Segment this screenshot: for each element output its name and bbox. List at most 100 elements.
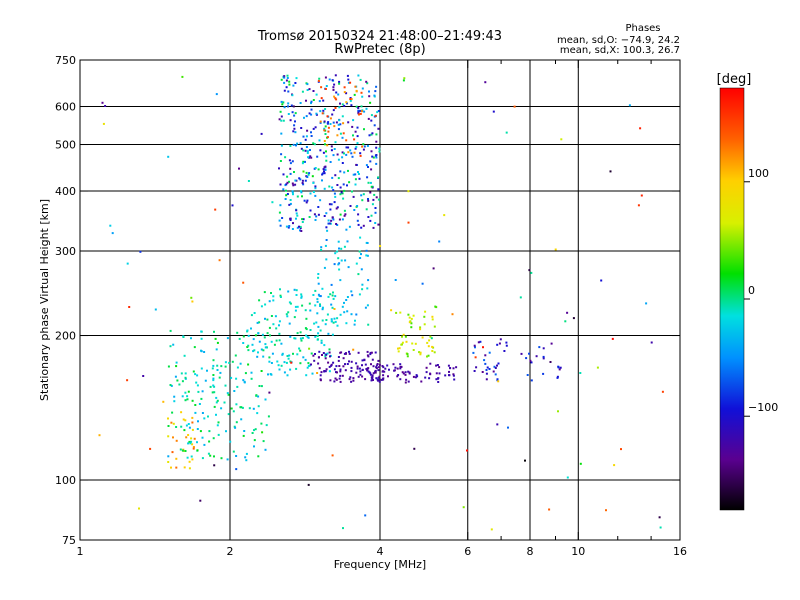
scatter-point	[338, 80, 341, 83]
scatter-point	[343, 86, 346, 89]
scatter-point	[328, 203, 331, 206]
scatter-point	[293, 337, 296, 340]
scatter-point	[305, 115, 308, 118]
scatter-point	[317, 213, 320, 216]
scatter-point	[639, 127, 642, 130]
phase-colorbar: [deg] 100 0 −100	[717, 72, 778, 511]
scatter-point	[345, 352, 347, 355]
scatter-point	[347, 81, 350, 84]
scatter-point	[216, 341, 219, 344]
scatter-point	[294, 82, 297, 84]
scatter-point	[401, 371, 404, 374]
scatter-point	[572, 317, 575, 320]
scatter-point	[199, 499, 202, 502]
scatter-point	[309, 192, 312, 195]
scatter-point	[497, 362, 500, 365]
scatter-point	[286, 181, 289, 184]
scatter-point	[319, 329, 322, 332]
scatter-point	[317, 325, 320, 328]
scatter-point	[438, 240, 441, 243]
scatter-point	[520, 352, 523, 355]
scatter-point	[309, 149, 311, 151]
scatter-point	[361, 288, 364, 291]
scatter-point	[366, 254, 369, 257]
scatter-point	[207, 415, 209, 418]
scatter-point	[178, 383, 181, 386]
scatter-point	[191, 443, 194, 446]
scatter-point	[306, 152, 309, 154]
scatter-point	[378, 150, 381, 153]
scatter-point	[212, 437, 215, 440]
scatter-point	[351, 190, 353, 193]
scatter-point	[356, 219, 359, 222]
scatter-point	[387, 375, 389, 378]
scatter-point	[453, 378, 456, 381]
scatter-point	[306, 89, 309, 91]
scatter-point	[310, 113, 313, 116]
scatter-point	[314, 335, 317, 338]
scatter-point	[377, 379, 380, 382]
scatter-point	[343, 171, 346, 174]
scatter-point	[344, 213, 347, 216]
scatter-point	[344, 369, 347, 372]
scatter-point	[295, 294, 298, 296]
scatter-point	[359, 257, 362, 259]
scatter-point	[242, 342, 245, 344]
scatter-point	[320, 341, 323, 344]
scatter-point	[341, 136, 344, 139]
scatter-point	[196, 374, 199, 377]
scatter-point	[407, 190, 410, 193]
scatter-point	[360, 268, 363, 271]
scatter-point	[226, 392, 229, 395]
scatter-point	[229, 440, 232, 443]
scatter-point	[526, 374, 529, 376]
axis-ticks: 1 2 4 6 8 10 16 75 100 200 300 400 500 600 750	[55, 54, 687, 558]
scatter-point	[194, 373, 197, 376]
scatter-point	[292, 130, 295, 133]
scatter-point	[312, 142, 315, 145]
scatter-point	[366, 242, 369, 244]
scatter-point	[296, 332, 299, 335]
scatter-point	[321, 287, 324, 290]
scatter-point	[326, 352, 329, 355]
scatter-point	[538, 346, 541, 349]
scatter-point	[378, 366, 380, 369]
scatter-point	[284, 198, 287, 200]
scatter-point	[435, 306, 438, 309]
chart-title-line1: Tromsø 20150324 21:48:00–21:49:43	[257, 29, 502, 44]
scatter-point	[396, 375, 399, 378]
scatter-point	[357, 351, 360, 354]
scatter-point	[341, 218, 344, 221]
scatter-point	[292, 193, 294, 196]
scatter-point	[485, 378, 488, 381]
scatter-point	[285, 225, 288, 228]
scatter-point	[128, 306, 131, 308]
scatter-point	[334, 377, 337, 380]
scatter-point	[296, 195, 299, 198]
scatter-point	[320, 248, 323, 251]
scatter-point	[376, 363, 379, 365]
scatter-point	[251, 432, 254, 434]
scatter-point	[337, 93, 340, 96]
scatter-point	[218, 376, 221, 379]
scatter-point	[285, 86, 288, 89]
scatter-point	[342, 527, 344, 530]
scatter-point	[416, 375, 419, 378]
scatter-point	[319, 199, 322, 202]
x-tick-label: 16	[673, 545, 687, 558]
scatter-point	[306, 150, 309, 153]
scatter-point	[332, 361, 335, 364]
scatter-point	[364, 363, 367, 366]
colorbar-unit-label: [deg]	[717, 72, 752, 87]
scatter-point	[343, 91, 346, 94]
scatter-point	[291, 228, 294, 230]
scatter-point	[299, 349, 302, 352]
scatter-point	[350, 290, 353, 293]
scatter-point	[505, 344, 508, 347]
scatter-point	[404, 381, 407, 384]
scatter-point	[272, 323, 275, 326]
scatter-point	[320, 246, 323, 249]
scatter-point	[272, 295, 275, 298]
scatter-point	[609, 170, 612, 173]
scatter-point	[566, 311, 569, 314]
